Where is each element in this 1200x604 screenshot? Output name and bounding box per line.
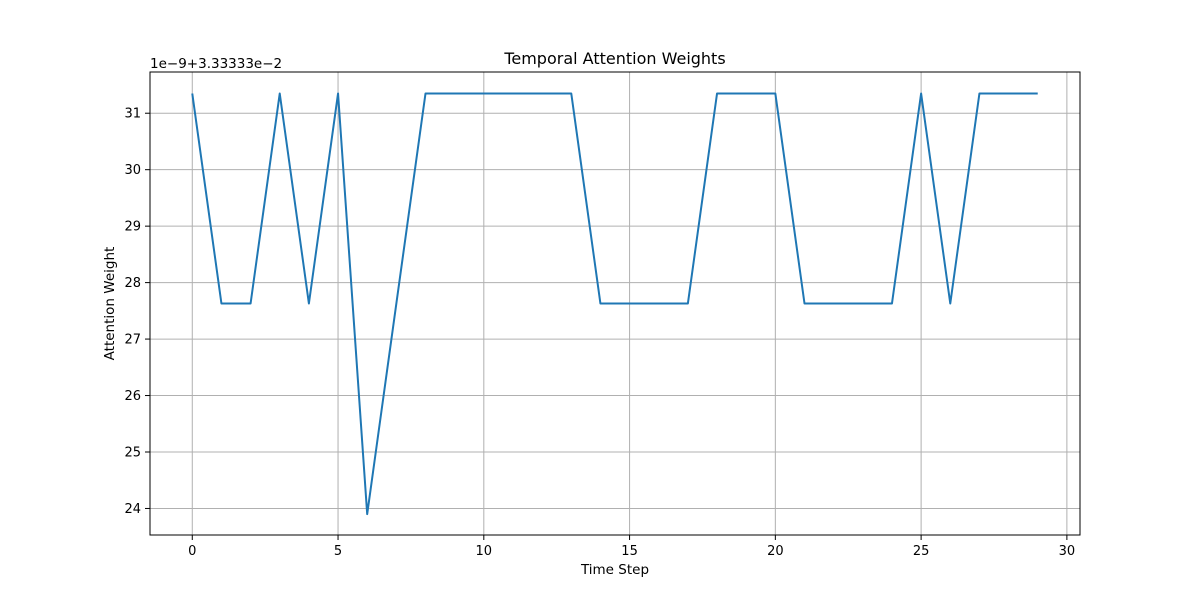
y-tick-label: 28 xyxy=(124,276,141,291)
chart-title: Temporal Attention Weights xyxy=(503,49,725,68)
x-tick-label: 20 xyxy=(767,544,784,559)
y-axis-label: Attention Weight xyxy=(102,247,118,361)
x-axis-ticks: 0 5 10 15 20 25 30 xyxy=(188,535,1075,559)
x-tick-label: 5 xyxy=(334,544,342,559)
x-tick-label: 25 xyxy=(913,544,930,559)
x-tick-label: 15 xyxy=(621,544,638,559)
plot-area-frame xyxy=(149,71,1081,536)
y-tick-label: 30 xyxy=(124,163,141,178)
x-tick-label: 30 xyxy=(1059,544,1076,559)
series-line xyxy=(191,92,1038,516)
y-tick-label: 25 xyxy=(124,445,141,460)
y-tick-label: 26 xyxy=(124,389,141,404)
x-tick-label: 0 xyxy=(188,544,196,559)
y-axis-offset-text: 1e−9+3.33333e−2 xyxy=(150,56,282,72)
x-tick-label: 10 xyxy=(476,544,493,559)
x-axis-label: Time Step xyxy=(580,562,649,578)
y-tick-label: 24 xyxy=(124,502,141,517)
y-tick-label: 27 xyxy=(124,333,141,348)
y-tick-label: 31 xyxy=(124,107,141,122)
grid-lines xyxy=(150,72,1080,535)
y-tick-label: 29 xyxy=(124,220,141,235)
y-axis-ticks: 24 25 26 27 28 29 30 31 xyxy=(124,107,150,517)
series-layer xyxy=(191,92,1038,516)
